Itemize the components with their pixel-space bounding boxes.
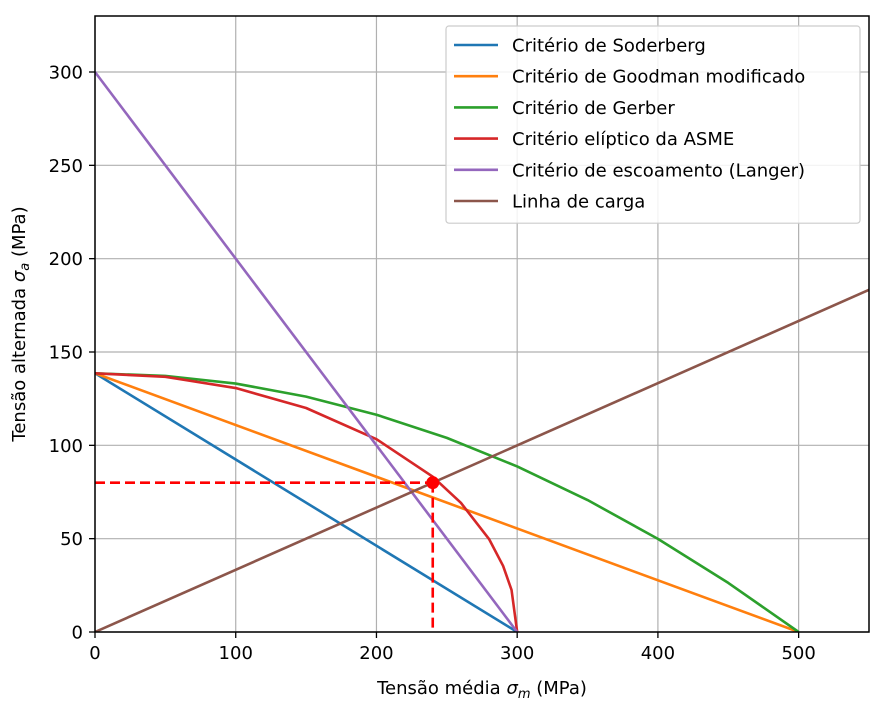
series-line-1 xyxy=(95,372,800,632)
y-tick-label-4: 200 xyxy=(49,249,83,270)
x-tick-label-1: 100 xyxy=(219,643,253,664)
y-tick-label-2: 100 xyxy=(49,436,83,457)
series-line-2 xyxy=(95,371,800,632)
y-tick-label-5: 250 xyxy=(49,156,83,177)
ticks: 0 100 200 300 400 500 0 50 100 150 200 250 300 xyxy=(49,63,816,665)
x-tick-label-3: 300 xyxy=(500,643,534,664)
grid xyxy=(94,16,869,633)
y-tick-label-1: 50 xyxy=(60,529,83,550)
series-line-4 xyxy=(95,71,519,632)
legend-label-2: Critério de Gerber xyxy=(512,98,675,119)
legend-box xyxy=(445,25,861,224)
y-tick-label-3: 150 xyxy=(49,343,83,364)
x-tick-label-0: 0 xyxy=(89,643,100,664)
axes-frame xyxy=(94,15,870,633)
plot-area xyxy=(95,71,869,632)
operating-point-marker xyxy=(426,476,440,490)
y-tick-label-6: 300 xyxy=(49,63,83,84)
legend-label-3: Critério elíptico da ASME xyxy=(512,129,734,150)
legend-label-0: Critério de Soderberg xyxy=(512,36,706,57)
x-tick-label-5: 500 xyxy=(781,643,815,664)
legend: Critério de Soderberg Critério de Goodman… xyxy=(445,25,861,224)
legend-label-1: Critério de Goodman modificado xyxy=(512,67,805,88)
legend-label-5: Linha de carga xyxy=(512,192,645,213)
series-line-5 xyxy=(95,288,869,632)
x-tick-label-2: 200 xyxy=(359,643,393,664)
x-tick-label-4: 400 xyxy=(641,643,675,664)
y-tick-label-0: 0 xyxy=(72,623,83,644)
x-axis-label: Tensão média σm (MPa) xyxy=(376,678,587,702)
legend-label-4: Critério de escoamento (Langer) xyxy=(512,160,805,181)
axes xyxy=(94,15,870,633)
y-axis-label: Tensão alternada σa (MPa) xyxy=(9,206,33,442)
series-line-0 xyxy=(95,372,518,632)
